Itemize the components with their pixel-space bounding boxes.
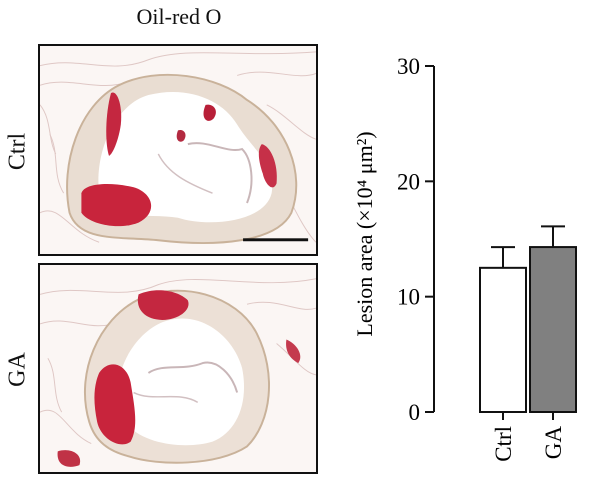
y-tick-label: 20 xyxy=(397,169,420,194)
micrograph-ctrl xyxy=(38,44,318,256)
y-tick-label: 10 xyxy=(397,285,420,310)
bar-ctrl xyxy=(479,266,527,413)
row-label-ga: GA xyxy=(4,352,31,387)
y-tick-label: 0 xyxy=(409,400,421,425)
y-tick-label: 30 xyxy=(397,54,420,79)
bar-chart: Lesion area (×10⁴ μm²) 0 10 20 30 Ctrl GA xyxy=(340,40,600,482)
x-tick-label-ga: GA xyxy=(541,426,566,460)
row-label-ctrl: Ctrl xyxy=(4,132,31,171)
x-tick-label-ctrl: Ctrl xyxy=(491,426,516,462)
micrograph-ga xyxy=(38,263,318,474)
bar-ga xyxy=(529,246,577,413)
x-tick-labels: Ctrl GA xyxy=(491,412,566,462)
stain-title: Oil-red O xyxy=(136,4,222,29)
bars xyxy=(479,225,577,413)
axes: 0 10 20 30 xyxy=(397,54,435,425)
y-axis-label: Lesion area (×10⁴ μm²) xyxy=(352,131,377,336)
